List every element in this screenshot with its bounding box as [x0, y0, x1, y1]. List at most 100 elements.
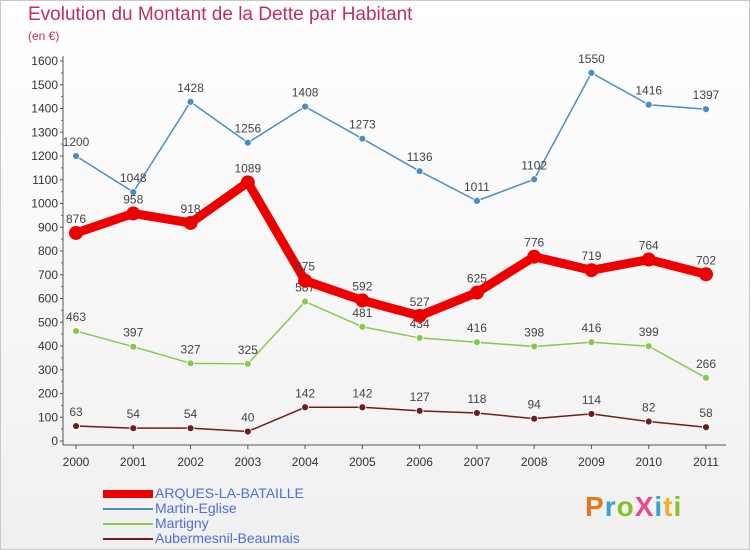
data-label: 1416 [635, 84, 662, 98]
y-tick-label: 800 [38, 244, 58, 258]
data-point [641, 252, 656, 267]
data-label: 142 [295, 386, 315, 400]
data-point [355, 293, 370, 308]
data-point [584, 263, 599, 278]
data-point [301, 297, 309, 306]
series-line [71, 177, 711, 321]
data-label: 592 [352, 279, 372, 293]
data-point [587, 410, 596, 418]
legend-label: ARQUES-LA-BATAILLE [155, 485, 304, 501]
x-tick-label: 2008 [521, 455, 548, 469]
data-label: 1102 [521, 158, 547, 172]
data-point [69, 225, 83, 240]
data-label: 1428 [177, 81, 204, 95]
x-tick-label: 2003 [234, 455, 261, 469]
data-point [358, 403, 367, 412]
data-point [644, 100, 653, 109]
legend-label: Martigny [155, 515, 209, 531]
data-point [186, 97, 195, 106]
x-tick-label: 2002 [177, 455, 204, 469]
legend-label: Aubermesnil-Beaumais [155, 530, 300, 546]
data-label: 527 [410, 295, 430, 309]
data-point [72, 422, 80, 430]
data-point [415, 334, 424, 342]
data-label: 82 [642, 401, 656, 415]
chart-subtitle: (en €) [28, 29, 60, 43]
data-point [129, 342, 138, 351]
data-label: 764 [639, 239, 659, 253]
y-tick-label: 200 [38, 387, 58, 401]
y-tick-label: 1400 [31, 102, 58, 116]
x-tick-label: 2000 [63, 455, 90, 469]
x-tick-label: 2007 [464, 455, 491, 469]
data-point [702, 105, 710, 114]
data-label: 1408 [292, 86, 319, 100]
data-label: 1273 [349, 118, 376, 132]
data-point [644, 342, 653, 351]
y-tick-label: 1500 [31, 78, 58, 92]
data-label: 1089 [234, 161, 261, 175]
data-label: 1136 [407, 150, 433, 164]
data-point [415, 167, 424, 176]
series-line [75, 72, 707, 202]
data-point [587, 68, 596, 77]
data-point [412, 308, 427, 323]
y-tick-label: 500 [38, 315, 58, 329]
data-label: 325 [238, 343, 258, 357]
chart-title: Evolution du Montant de la Dette par Hab… [28, 4, 413, 25]
data-label: 1048 [120, 171, 147, 185]
x-tick-label: 2004 [292, 455, 319, 469]
x-tick-label: 2006 [406, 455, 433, 469]
data-label: 416 [581, 321, 601, 335]
proxiti-logo: ProXiti [585, 491, 683, 522]
data-label: 118 [467, 392, 486, 406]
data-point [702, 373, 710, 382]
y-tick-label: 700 [38, 268, 58, 282]
data-point [415, 406, 424, 415]
y-tick-label: 1200 [31, 149, 58, 163]
y-tick-label: 100 [38, 410, 58, 424]
x-tick-label: 2005 [349, 455, 376, 469]
data-label: 876 [66, 212, 86, 226]
data-label: 266 [696, 357, 716, 371]
data-label: 142 [352, 386, 372, 400]
data-label: 958 [123, 192, 143, 206]
data-point [473, 409, 481, 417]
data-label: 463 [66, 310, 86, 324]
data-label: 1200 [63, 135, 90, 149]
y-tick-label: 400 [38, 339, 58, 353]
data-point [527, 249, 542, 264]
data-point [530, 342, 539, 351]
data-label: 1550 [578, 52, 605, 66]
legend-swatch [103, 523, 153, 525]
data-point [530, 414, 539, 423]
y-tick-label: 600 [38, 292, 58, 306]
data-label: 54 [127, 407, 141, 421]
x-tick-label: 2009 [578, 455, 605, 469]
y-tick-label: 1000 [31, 197, 58, 211]
data-label: 1256 [234, 122, 261, 136]
x-tick-label: 2011 [693, 455, 719, 469]
data-label: 1011 [464, 180, 490, 194]
data-label: 54 [184, 407, 198, 421]
data-label: 702 [696, 253, 716, 267]
data-point [301, 403, 309, 412]
data-label: 625 [467, 272, 487, 286]
y-tick-label: 900 [38, 220, 58, 234]
data-point [469, 285, 484, 300]
series-line [75, 406, 707, 433]
data-point [243, 359, 252, 368]
data-label: 94 [528, 398, 542, 412]
data-label: 327 [181, 342, 201, 356]
data-label: 127 [410, 390, 430, 404]
data-point [473, 338, 481, 347]
data-label: 675 [295, 260, 315, 274]
data-point [186, 424, 195, 433]
data-point [358, 322, 367, 331]
data-label: 40 [241, 411, 255, 425]
data-label: 399 [639, 325, 659, 339]
y-tick-label: 0 [51, 434, 58, 448]
x-tick-label: 2001 [120, 455, 147, 469]
